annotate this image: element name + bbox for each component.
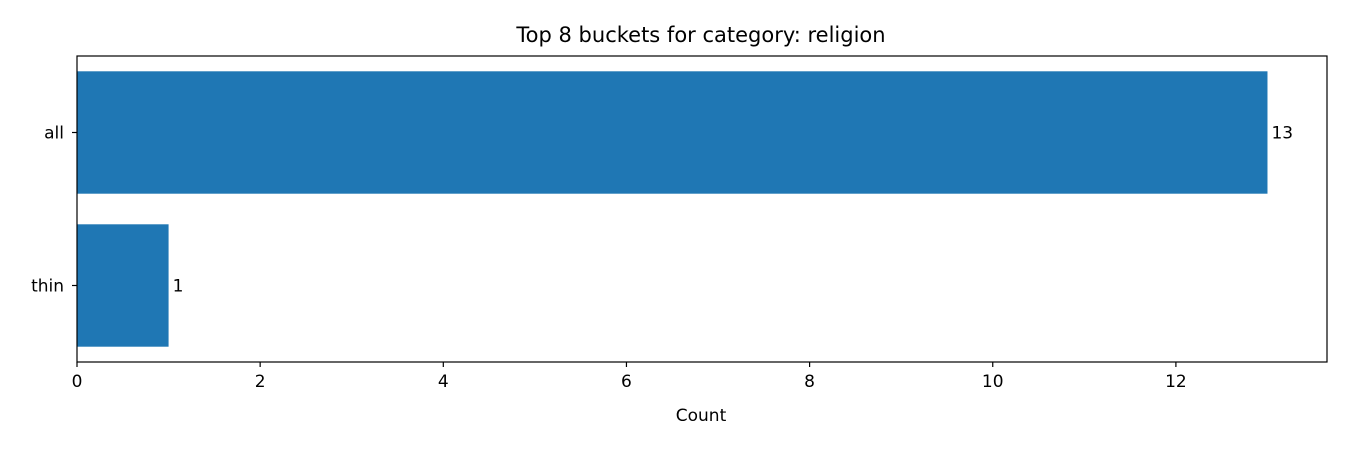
x-tick-label-8: 8 [804, 372, 815, 392]
data-label-all: 13 [1271, 124, 1293, 144]
plot-area: 13 all 1 thin 0 2 4 6 8 10 12 [31, 55, 1328, 392]
bar-thin [77, 224, 169, 347]
x-tick-label-12: 12 [1165, 372, 1187, 392]
chart-title: Top 8 buckets for category: religion [515, 23, 885, 47]
x-tick-label-4: 4 [438, 372, 449, 392]
bar-all [77, 71, 1268, 194]
x-tick-label-10: 10 [982, 372, 1004, 392]
x-tick-label-0: 0 [72, 372, 83, 392]
data-label-thin: 1 [173, 277, 184, 297]
y-tick-label-thin: thin [31, 277, 64, 297]
x-axis-label: Count [676, 406, 727, 426]
x-tick-label-6: 6 [621, 372, 632, 392]
y-tick-label-all: all [44, 124, 64, 144]
axes-frame [76, 55, 1328, 363]
x-tick-label-2: 2 [255, 372, 266, 392]
